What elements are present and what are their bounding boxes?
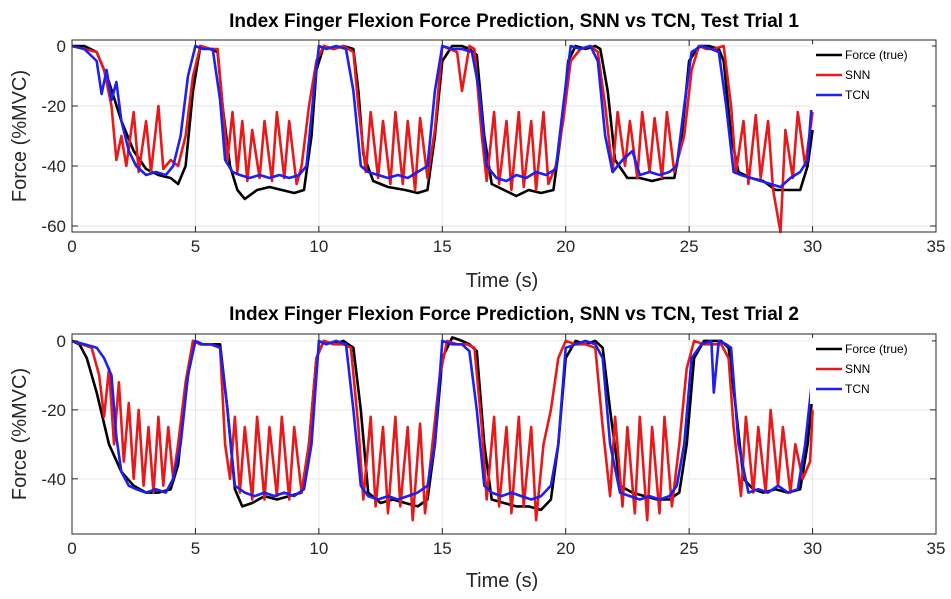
x-tick-label: 5 [191,237,200,256]
axes-box [71,333,937,535]
plot-area [72,334,936,534]
axes-box [71,39,937,233]
chart-title: Index Finger Flexion Force Prediction, S… [229,11,799,32]
legend-label: SNN [845,68,870,82]
y-axis-label: Force (%MVC) [9,70,31,202]
x-tick-label: 10 [309,237,328,256]
y-tick-label: 0 [57,332,66,351]
x-tick-label: 0 [67,237,76,256]
x-tick-label: 15 [433,237,452,256]
y-tick-label: -20 [41,97,66,116]
y-tick-label: -40 [41,470,66,489]
x-tick-label: 0 [67,539,76,558]
x-axis-label: Time (s) [466,270,539,292]
x-tick-label: 15 [433,539,452,558]
x-tick-label: 10 [309,539,328,558]
legend-label: Force (true) [845,48,908,62]
x-axis-label: Time (s) [466,570,539,592]
chart-title: Index Finger Flexion Force Prediction, S… [229,304,799,325]
legend: Force (true) SNN TCN [810,338,932,404]
series-line-tcn [71,339,814,501]
legend: Force (true) SNN TCN [810,44,932,110]
x-tick-label: 20 [556,237,575,256]
y-tick-label: -20 [41,401,66,420]
x-tick-label: 30 [803,237,822,256]
x-tick-label: 35 [927,539,946,558]
x-tick-label: 30 [803,539,822,558]
y-tick-label: 0 [57,37,66,56]
x-tick-label: 25 [680,539,699,558]
y-axis-label: Force (%MVC) [9,368,31,500]
x-tick-label: 20 [556,539,575,558]
series-line-tcn [71,44,814,189]
legend-label: SNN [845,362,870,376]
chart-1: 0 5 10 15 20 25 30 35 0 -20 -40 -60 Index Finger Fle… [9,11,945,292]
chart-2: 0 5 10 15 20 25 30 35 0 -20 -40 Index Finger Flexio… [9,304,945,592]
y-tick-label: -40 [41,157,66,176]
x-tick-label: 5 [191,539,200,558]
x-tick-label: 25 [680,237,699,256]
y-tick-label: -60 [41,217,66,236]
series-line-snn [71,339,814,522]
legend-label: TCN [845,382,870,396]
x-tick-label: 35 [927,237,946,256]
legend-label: TCN [845,88,870,102]
legend-label: Force (true) [845,342,908,356]
